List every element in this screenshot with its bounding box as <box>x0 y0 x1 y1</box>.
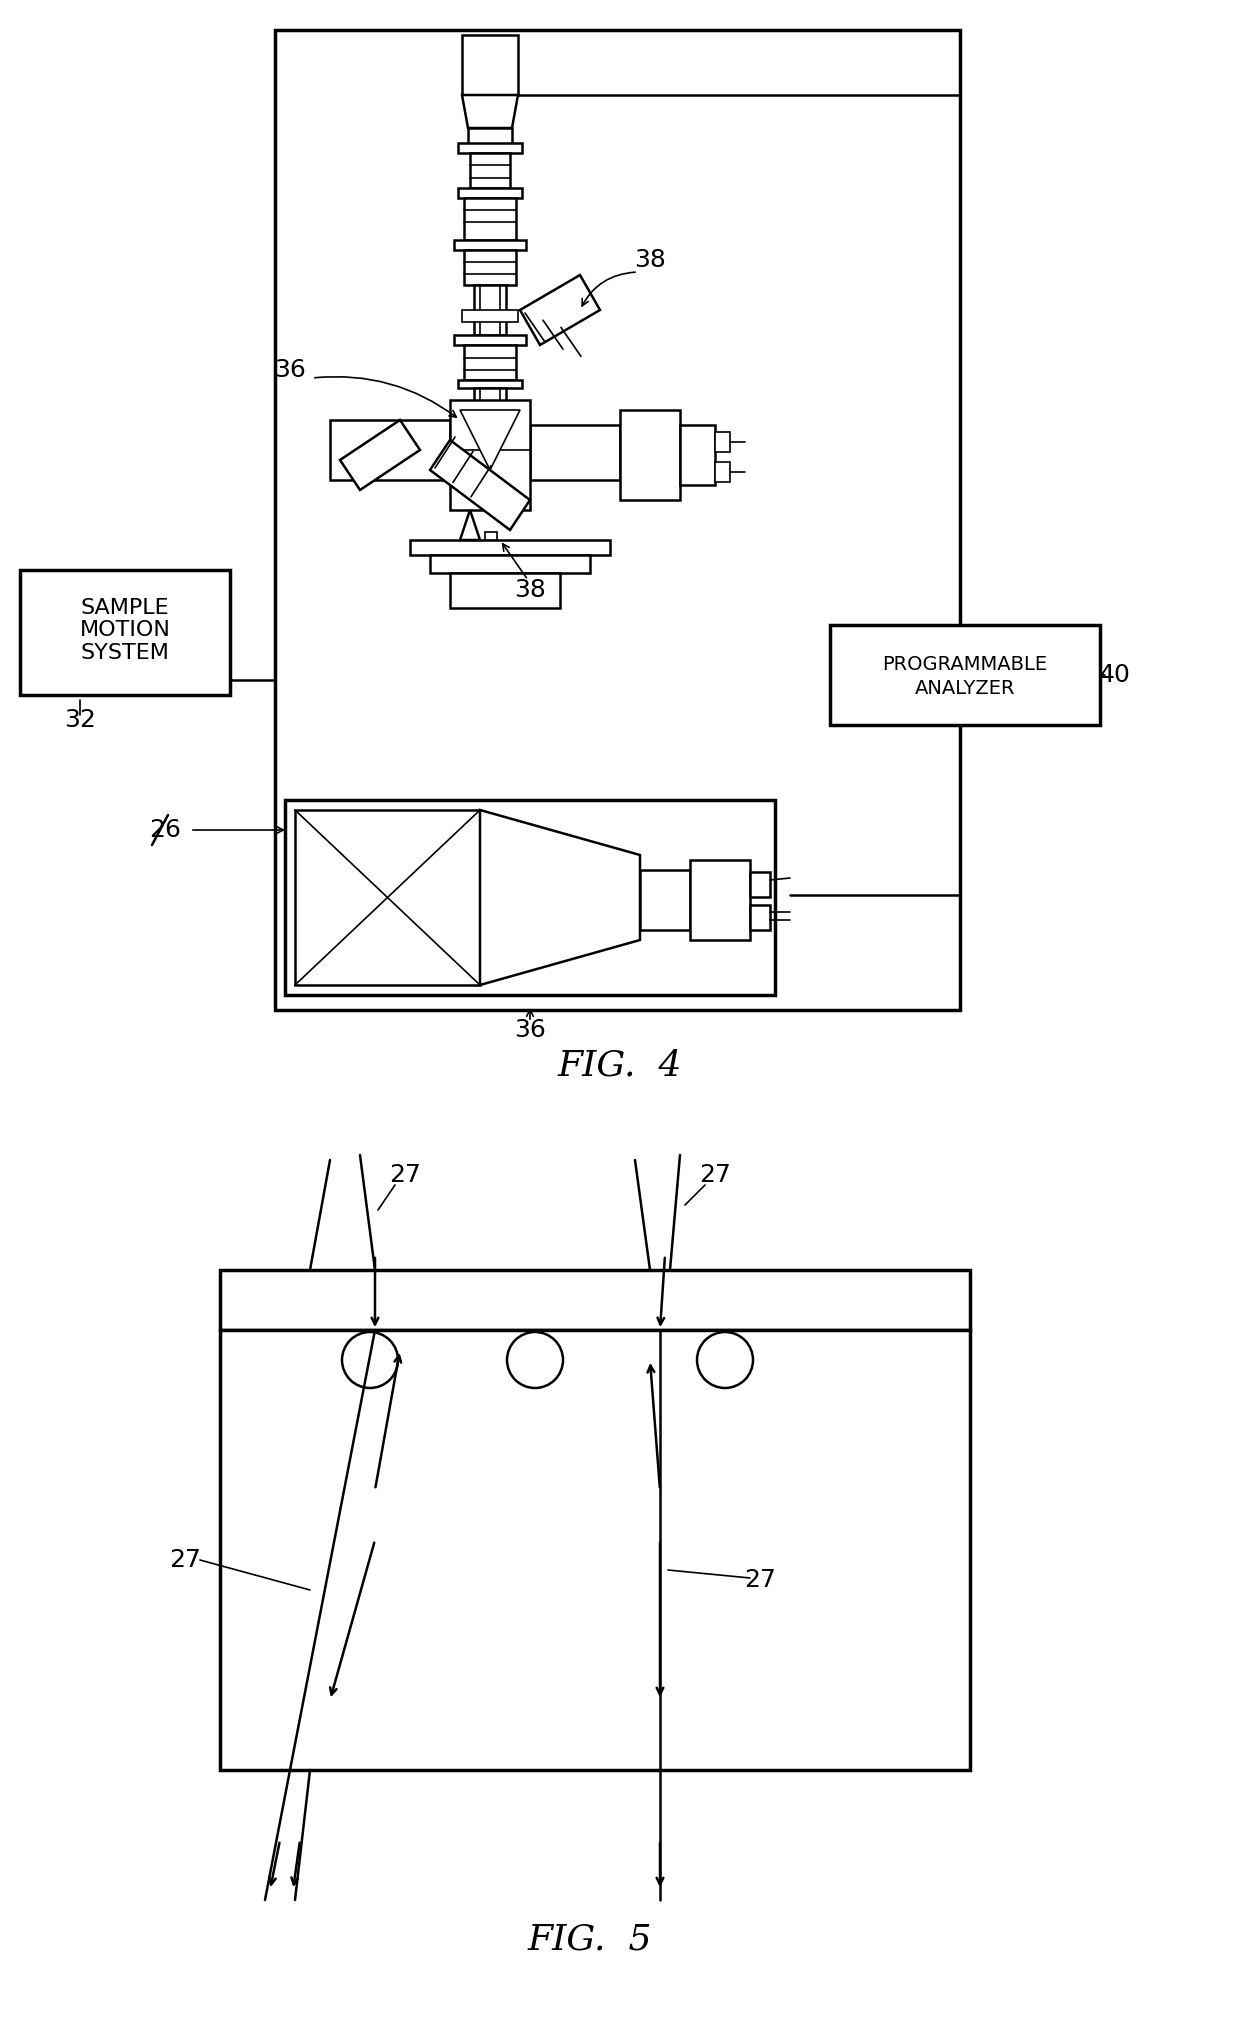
Text: 27: 27 <box>389 1162 420 1186</box>
Polygon shape <box>430 440 529 529</box>
Polygon shape <box>480 809 640 986</box>
Text: 27: 27 <box>744 1568 776 1592</box>
Text: PROGRAMMABLE: PROGRAMMABLE <box>883 655 1048 675</box>
Bar <box>680 426 715 485</box>
Bar <box>474 387 506 418</box>
Text: 38: 38 <box>634 247 666 272</box>
Bar <box>458 189 522 199</box>
Bar <box>450 574 560 608</box>
Bar <box>450 400 529 509</box>
Text: 27: 27 <box>169 1547 201 1572</box>
Bar <box>464 249 516 286</box>
Bar <box>529 426 620 481</box>
Polygon shape <box>460 410 520 470</box>
Bar <box>715 432 730 452</box>
Polygon shape <box>520 276 600 345</box>
Polygon shape <box>460 509 480 539</box>
Text: 32: 32 <box>64 708 95 732</box>
Bar <box>330 420 450 481</box>
Bar <box>454 335 526 345</box>
Text: 40: 40 <box>1099 663 1131 687</box>
Bar <box>474 286 506 335</box>
Bar <box>458 144 522 152</box>
Text: 36: 36 <box>274 359 306 381</box>
Text: SAMPLE: SAMPLE <box>81 598 170 619</box>
Bar <box>715 462 730 483</box>
Text: FIG.  5: FIG. 5 <box>528 1923 652 1957</box>
Bar <box>463 34 518 95</box>
Bar <box>410 539 610 556</box>
Bar <box>458 379 522 387</box>
Bar <box>20 570 229 696</box>
Bar <box>620 410 680 501</box>
Text: ANALYZER: ANALYZER <box>915 679 1016 698</box>
Bar <box>467 128 512 146</box>
Text: 38: 38 <box>515 578 546 602</box>
Bar <box>640 870 689 931</box>
Bar <box>430 556 590 574</box>
Text: FIG.  4: FIG. 4 <box>558 1048 682 1083</box>
Text: 36: 36 <box>515 1018 546 1042</box>
Bar <box>470 152 510 189</box>
Text: SYSTEM: SYSTEM <box>81 643 170 663</box>
Text: 27: 27 <box>699 1162 730 1186</box>
Bar <box>463 310 518 322</box>
Bar <box>219 1270 970 1330</box>
Bar <box>219 1330 970 1770</box>
Bar <box>485 531 497 539</box>
Bar <box>285 799 775 996</box>
Bar <box>464 345 516 379</box>
Bar <box>295 809 480 986</box>
Bar <box>454 239 526 249</box>
Bar <box>275 30 960 1010</box>
Text: 26: 26 <box>149 817 181 842</box>
Bar <box>750 904 770 931</box>
Polygon shape <box>463 95 518 128</box>
Polygon shape <box>340 420 420 491</box>
Bar <box>750 872 770 896</box>
Bar <box>689 860 750 941</box>
Text: MOTION: MOTION <box>79 621 170 641</box>
Bar <box>464 199 516 239</box>
Bar <box>830 625 1100 724</box>
